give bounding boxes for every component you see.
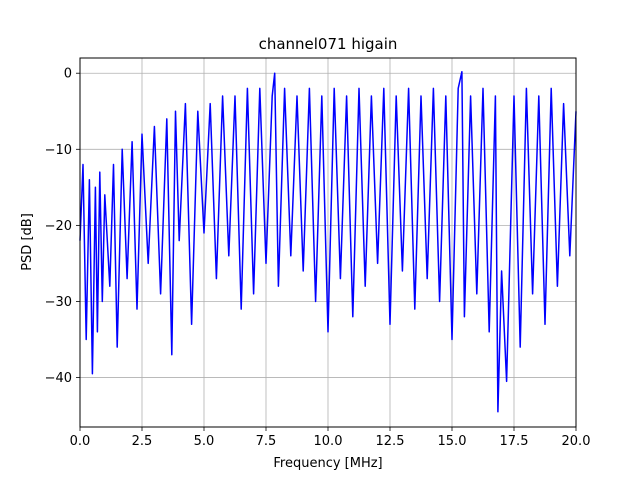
x-tick-label: 20.0 (562, 434, 591, 449)
y-tick-label: −20 (45, 219, 72, 234)
chart-title: channel071 higain (259, 35, 398, 53)
x-tick-label: 5.0 (194, 434, 215, 449)
y-tick-label: −10 (45, 143, 72, 158)
x-tick-label: 7.5 (256, 434, 277, 449)
x-tick-label: 0.0 (70, 434, 91, 449)
x-tick-label: 12.5 (376, 434, 405, 449)
y-tick-label: −40 (45, 371, 72, 386)
y-tick-label: −30 (45, 295, 72, 310)
x-tick-label: 10.0 (314, 434, 343, 449)
series-layer (79, 70, 577, 413)
tick-layer: 0.0 2.5 5.0 7.5 10.0 12.5 15.0 17.5 20.0 0 −10 −20 −… (45, 67, 591, 449)
x-tick-label: 2.5 (132, 434, 153, 449)
y-axis-label: PSD [dB] (20, 213, 35, 271)
x-tick-label: 15.0 (438, 434, 467, 449)
x-axis-label: Frequency [MHz] (273, 456, 382, 471)
psd-series-line-0 (79, 70, 577, 413)
y-tick-label: 0 (64, 67, 72, 82)
x-tick-label: 17.5 (500, 434, 529, 449)
